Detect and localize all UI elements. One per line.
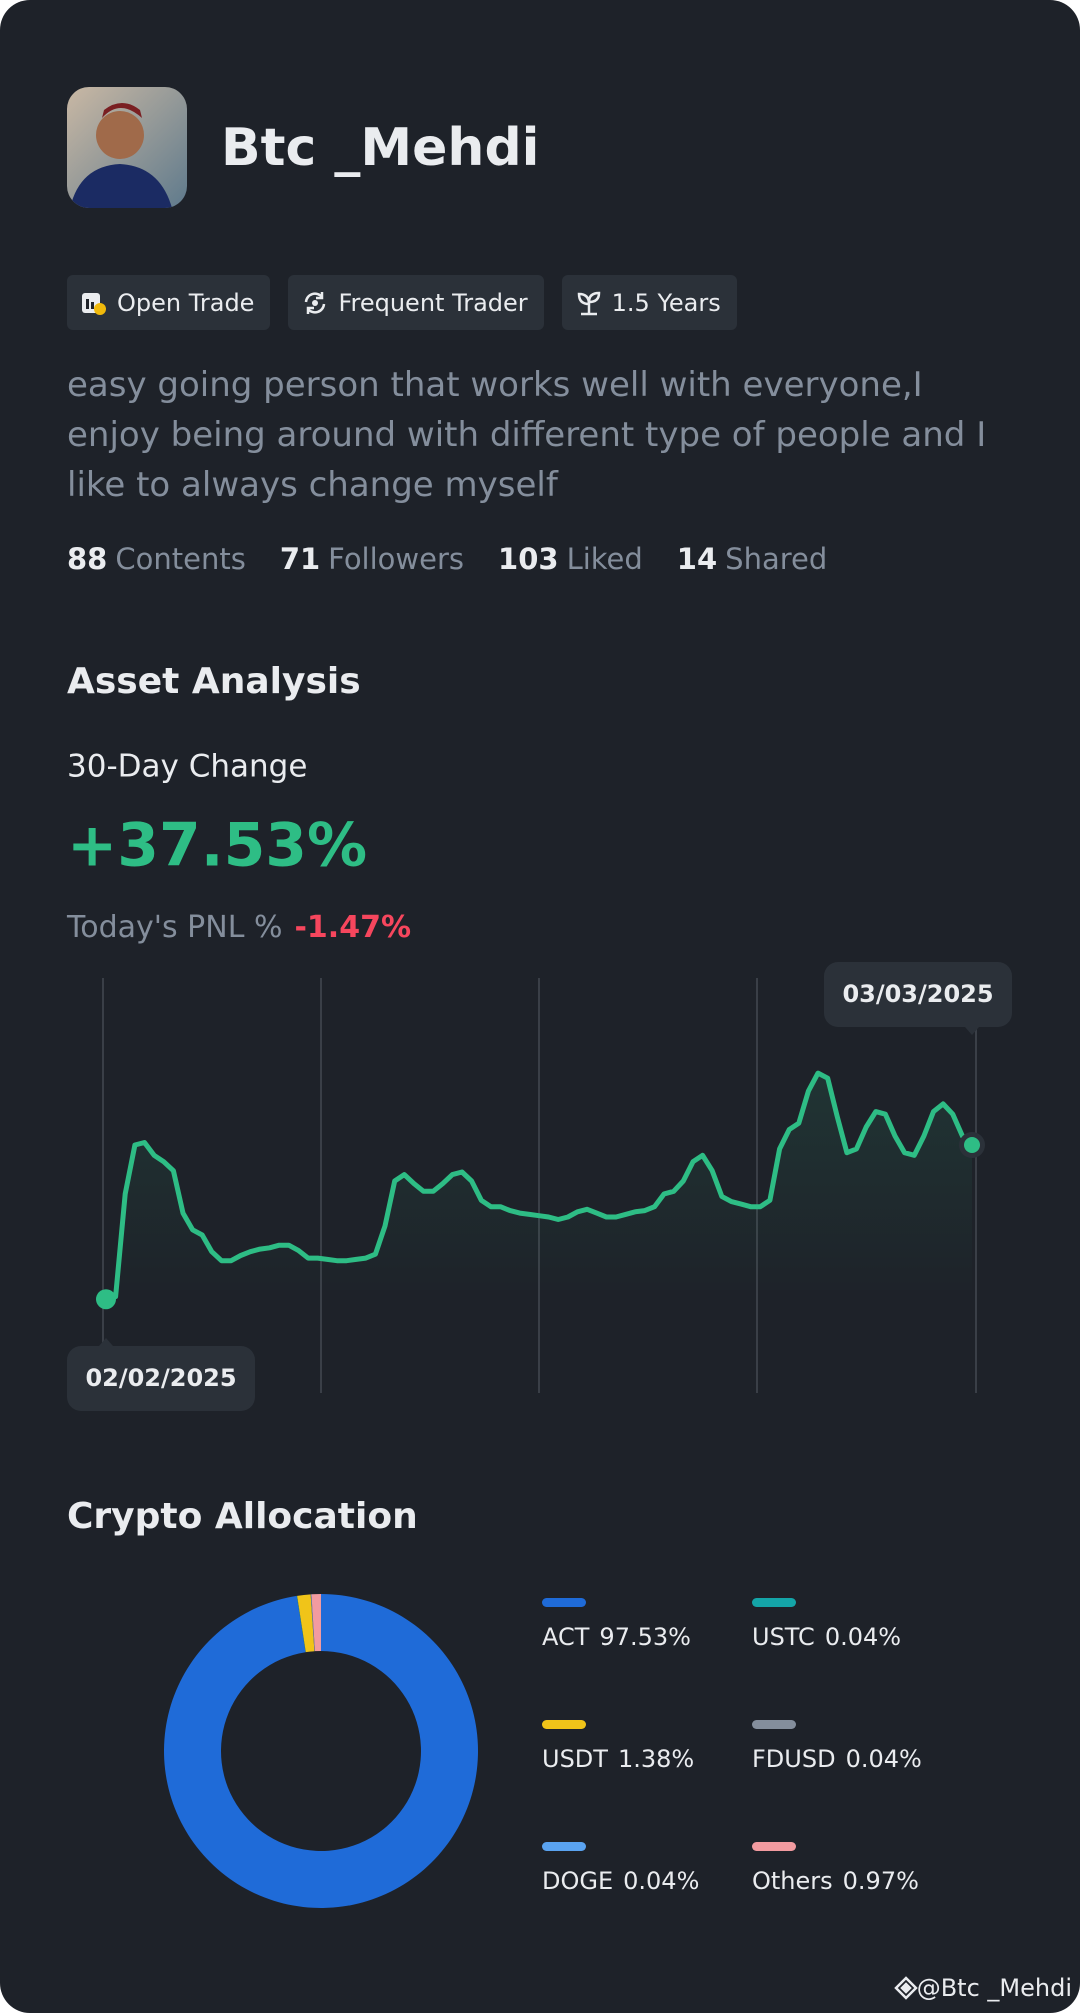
- tag-text: 1.5 Years: [611, 288, 721, 317]
- stat-label: Shared: [725, 542, 828, 576]
- legend-swatch: [752, 1598, 796, 1607]
- stat-value: 71: [279, 542, 321, 576]
- legend-item: DOGE 0.04%: [542, 1867, 699, 1895]
- tooltip-pointer: [99, 1338, 113, 1346]
- legend-item: USDT 1.38%: [542, 1745, 694, 1773]
- end-point-core: [964, 1137, 980, 1154]
- legend-item: USTC 0.04%: [752, 1623, 901, 1651]
- donut-segment: [297, 1594, 315, 1653]
- tag-text: Frequent Trader: [338, 288, 528, 317]
- change-value: +37.53%: [67, 811, 367, 881]
- section-title: Crypto Allocation: [67, 1496, 418, 1537]
- stat: 103 Liked: [498, 542, 643, 576]
- end-date: 03/03/2025: [842, 980, 993, 1008]
- legend-value: 0.04%: [846, 1745, 922, 1773]
- stat-value: 14: [676, 542, 718, 576]
- legend-item: FDUSD 0.04%: [752, 1745, 922, 1773]
- donut-segment: [310, 1594, 315, 1652]
- tag-list: Open Trade Frequent Trader 1.5 Years: [67, 275, 737, 330]
- stat-value: 88: [67, 542, 108, 576]
- donut-segment: [164, 1594, 479, 1908]
- donut-segment: [311, 1594, 321, 1652]
- tag-icon: [82, 292, 106, 315]
- tag: 1.5 Years: [561, 275, 737, 330]
- legend-swatch: [542, 1720, 586, 1729]
- line: [103, 1070, 975, 1302]
- legend-swatch: [542, 1598, 586, 1607]
- legend-name: ACT: [542, 1623, 590, 1651]
- legend-name: FDUSD: [752, 1745, 836, 1773]
- donut-segment: [311, 1594, 315, 1652]
- legend-value: 97.53%: [599, 1623, 691, 1651]
- stat-label: Liked: [566, 542, 643, 576]
- watermark-icon: [894, 1976, 918, 2000]
- stat: 88 Contents: [67, 542, 246, 576]
- user-name: Btc _Mehdi: [221, 118, 540, 178]
- stat-label: Contents: [115, 542, 246, 576]
- legend-name: USDT: [542, 1745, 608, 1773]
- legend-item: ACT 97.53%: [542, 1623, 691, 1651]
- pnl-value: -1.47%: [294, 910, 411, 945]
- tooltip-box: [824, 962, 1012, 1027]
- legend-value: 0.97%: [843, 1867, 919, 1895]
- start-date: 02/02/2025: [85, 1364, 236, 1392]
- stat: 14 Shared: [677, 542, 827, 576]
- tooltip-pointer: [965, 1027, 979, 1035]
- legend-swatch: [752, 1720, 796, 1729]
- donut-segment: [296, 1595, 306, 1653]
- legend-name: Others: [752, 1867, 833, 1895]
- stats: 88 Contents 71 Followers 103 Liked 14 Shared: [67, 542, 827, 576]
- legend-swatch: [752, 1842, 796, 1851]
- line-area: [106, 1073, 972, 1300]
- avatar: [67, 87, 187, 208]
- tooltip-box: [67, 1346, 255, 1411]
- tag-text: Open Trade: [117, 288, 255, 317]
- tag-icon: [577, 291, 600, 315]
- bio: easy going person that works well with e…: [67, 365, 987, 505]
- legend-value: 1.38%: [618, 1745, 694, 1773]
- pnl-label-text: Today's PNL %: [66, 910, 282, 945]
- stat-label: Followers: [328, 542, 465, 576]
- watermark: @Btc _Mehdi: [917, 1974, 1072, 2002]
- stat: 71 Followers: [280, 542, 464, 576]
- tag: Open Trade: [67, 275, 271, 330]
- legend-name: DOGE: [542, 1867, 613, 1895]
- legend-item: Others 0.97%: [752, 1867, 919, 1895]
- start-point: [96, 1289, 116, 1310]
- section-title: Asset Analysis: [67, 661, 361, 702]
- tag-icon: [305, 291, 326, 314]
- tag: Frequent Trader: [288, 275, 544, 330]
- legend-value: 0.04%: [623, 1867, 699, 1895]
- legend-swatch: [542, 1842, 586, 1851]
- pnl-label: Today's PNL % -1.47%: [66, 910, 411, 945]
- legend-name: USTC: [752, 1623, 815, 1651]
- legend-value: 0.04%: [825, 1623, 901, 1651]
- stat-value: 103: [498, 542, 559, 576]
- change-label: 30-Day Change: [67, 749, 307, 785]
